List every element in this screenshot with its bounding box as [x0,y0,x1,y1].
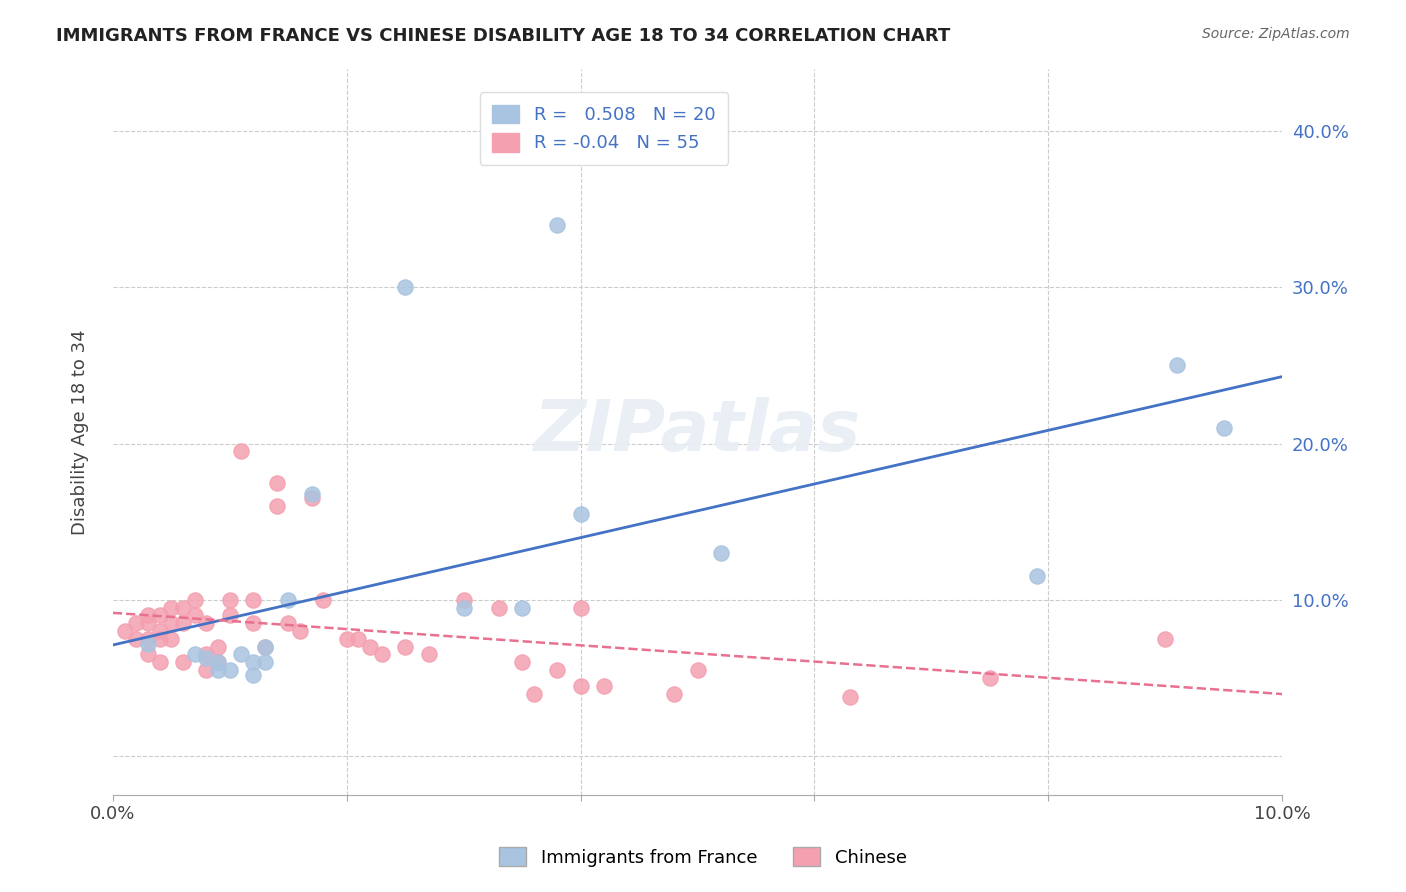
Point [1025,569,1047,583]
Point [125,616,148,631]
Point [1166,359,1188,373]
Point [207,663,229,677]
Point [394,280,416,294]
Point [195,663,218,677]
Point [172,600,194,615]
Point [136,608,159,623]
Point [569,600,592,615]
Point [662,686,685,700]
Point [253,655,276,669]
Point [183,648,205,662]
Point [218,608,240,623]
Point [207,655,229,669]
Point [253,640,276,654]
Point [183,592,205,607]
Point [172,616,194,631]
Point [242,655,264,669]
Point [593,679,616,693]
Point [546,663,568,677]
Point [149,655,172,669]
Legend: Immigrants from France, Chinese: Immigrants from France, Chinese [492,840,914,874]
Point [136,636,159,650]
Point [207,640,229,654]
Point [231,648,253,662]
Y-axis label: Disability Age 18 to 34: Disability Age 18 to 34 [72,329,89,534]
Point [136,616,159,631]
Point [172,655,194,669]
Point [125,632,148,646]
Point [710,546,733,560]
Text: Source: ZipAtlas.com: Source: ZipAtlas.com [1202,27,1350,41]
Point [336,632,359,646]
Point [149,608,172,623]
Point [546,218,568,232]
Point [1154,632,1177,646]
Point [838,690,860,704]
Point [979,671,1001,685]
Text: ZIPatlas: ZIPatlas [534,397,862,467]
Point [195,650,218,665]
Point [488,600,510,615]
Point [207,655,229,669]
Point [394,640,416,654]
Point [149,632,172,646]
Point [347,632,370,646]
Point [1212,421,1234,435]
Point [218,592,240,607]
Point [266,499,288,513]
Point [569,507,592,521]
Point [312,592,335,607]
Point [160,600,183,615]
Point [149,624,172,638]
Point [288,624,311,638]
Point [231,444,253,458]
Point [183,608,205,623]
Legend: R =   0.508   N = 20, R = -0.04   N = 55: R = 0.508 N = 20, R = -0.04 N = 55 [479,92,728,165]
Point [301,486,323,500]
Point [114,624,136,638]
Point [242,667,264,681]
Point [371,648,394,662]
Point [523,686,546,700]
Point [686,663,709,677]
Point [277,616,299,631]
Point [218,663,240,677]
Text: IMMIGRANTS FROM FRANCE VS CHINESE DISABILITY AGE 18 TO 34 CORRELATION CHART: IMMIGRANTS FROM FRANCE VS CHINESE DISABI… [56,27,950,45]
Point [195,648,218,662]
Point [253,640,276,654]
Point [136,648,159,662]
Point [510,600,533,615]
Point [569,679,592,693]
Point [242,616,264,631]
Point [160,632,183,646]
Point [195,616,218,631]
Point [301,491,323,506]
Point [266,475,288,490]
Point [160,616,183,631]
Point [510,655,533,669]
Point [277,592,299,607]
Point [453,600,475,615]
Point [136,632,159,646]
Point [359,640,381,654]
Point [453,592,475,607]
Point [418,648,440,662]
Point [242,592,264,607]
